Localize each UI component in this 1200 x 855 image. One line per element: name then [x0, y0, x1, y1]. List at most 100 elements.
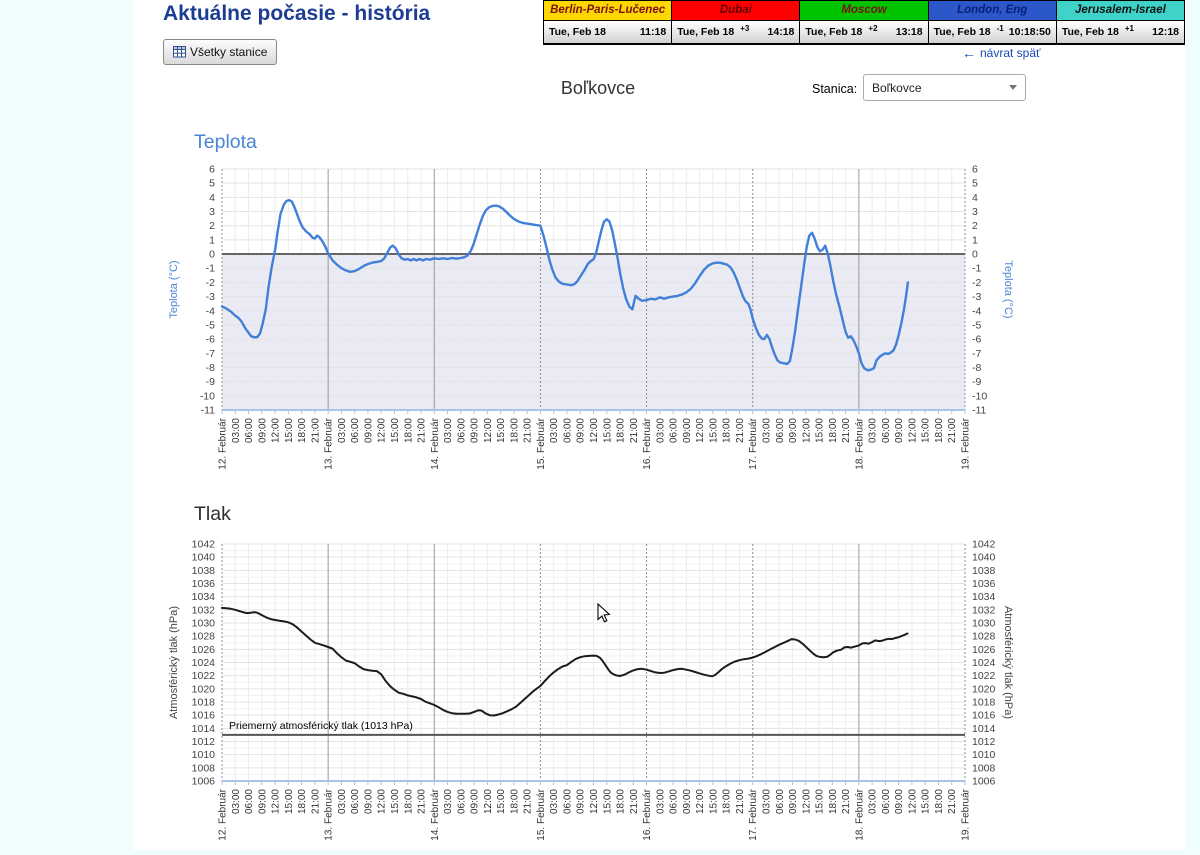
svg-text:21:00: 21:00 [947, 789, 958, 814]
svg-text:-8: -8 [972, 362, 981, 374]
svg-text:1010: 1010 [192, 749, 216, 761]
svg-text:09:00: 09:00 [788, 789, 799, 814]
svg-text:06:00: 06:00 [775, 418, 786, 443]
svg-text:03:00: 03:00 [231, 418, 242, 443]
svg-text:21:00: 21:00 [629, 418, 640, 443]
svg-text:-7: -7 [206, 348, 215, 360]
svg-text:1040: 1040 [972, 552, 996, 564]
back-link[interactable]: ← návrat späť [962, 46, 1041, 60]
svg-text:03:00: 03:00 [761, 789, 772, 814]
svg-text:09:00: 09:00 [788, 418, 799, 443]
clock-utc-offset: +1 [1124, 24, 1134, 33]
svg-text:06:00: 06:00 [669, 418, 680, 443]
page-content: Aktuálne počasie - história Berlin-Paris… [133, 0, 1186, 850]
svg-text:12:00: 12:00 [483, 789, 494, 814]
svg-text:18:00: 18:00 [616, 418, 627, 443]
svg-text:12:00: 12:00 [801, 789, 812, 814]
svg-text:15. Február: 15. Február [536, 417, 547, 469]
svg-text:09:00: 09:00 [257, 789, 268, 814]
svg-text:1006: 1006 [972, 776, 996, 788]
svg-text:15:00: 15:00 [708, 418, 719, 443]
svg-text:1008: 1008 [972, 762, 996, 774]
svg-text:13. Február: 13. Február [324, 788, 335, 840]
y-axis-title-left: Atmosférický tlak (hPa) [168, 606, 180, 719]
clock-time: 12:18 [1152, 26, 1180, 38]
svg-text:1032: 1032 [972, 604, 996, 616]
svg-text:-3: -3 [972, 291, 981, 303]
all-stations-button[interactable]: Všetky stanice [163, 39, 278, 65]
clock-date: Tue, Feb 18 [677, 26, 735, 38]
svg-text:2: 2 [972, 220, 978, 232]
svg-text:1032: 1032 [192, 604, 216, 616]
svg-text:18:00: 18:00 [403, 789, 414, 814]
svg-text:09:00: 09:00 [470, 789, 481, 814]
y-axis-title-right: Atmosférický tlak (hPa) [1002, 606, 1014, 719]
svg-text:1038: 1038 [972, 565, 996, 577]
svg-text:09:00: 09:00 [682, 789, 693, 814]
svg-text:15:00: 15:00 [708, 789, 719, 814]
svg-text:21:00: 21:00 [417, 418, 428, 443]
station-select[interactable]: Boľkovce [863, 74, 1026, 101]
pressure-line [221, 606, 909, 717]
clock-city: London, Eng [928, 1, 1056, 21]
svg-text:16. Február: 16. Február [642, 788, 653, 840]
svg-text:12. Február: 12. Február [218, 417, 229, 469]
svg-text:03:00: 03:00 [655, 418, 666, 443]
svg-text:17. Február: 17. Február [748, 788, 759, 840]
clock-time-row: Tue, Feb 18 +1 12:18 [1056, 21, 1185, 43]
svg-text:18:00: 18:00 [616, 789, 627, 814]
svg-text:03:00: 03:00 [549, 418, 560, 443]
svg-text:15:00: 15:00 [921, 418, 932, 443]
svg-text:0: 0 [972, 249, 978, 261]
svg-text:-5: -5 [206, 319, 215, 331]
svg-text:09:00: 09:00 [470, 418, 481, 443]
svg-text:1014: 1014 [972, 723, 996, 735]
clock-utc-offset: +3 [740, 24, 750, 33]
svg-text:1036: 1036 [192, 578, 216, 590]
svg-text:21:00: 21:00 [310, 418, 321, 443]
svg-text:21:00: 21:00 [523, 789, 534, 814]
clock-city: Berlin-Paris-Lučenec [544, 1, 672, 21]
all-stations-label: Všetky stanice [190, 45, 268, 59]
svg-text:15:00: 15:00 [815, 418, 826, 443]
svg-text:15:00: 15:00 [815, 789, 826, 814]
all-stations-grid-icon [173, 46, 186, 58]
svg-text:15:00: 15:00 [602, 789, 613, 814]
svg-text:21:00: 21:00 [310, 789, 321, 814]
svg-text:1040: 1040 [192, 552, 216, 564]
clock-time: 11:18 [639, 26, 667, 38]
svg-text:13. Február: 13. Február [324, 417, 335, 469]
svg-text:1026: 1026 [972, 644, 996, 656]
svg-text:09:00: 09:00 [682, 418, 693, 443]
svg-text:1008: 1008 [192, 762, 216, 774]
svg-text:17. Február: 17. Február [748, 417, 759, 469]
svg-text:03:00: 03:00 [231, 789, 242, 814]
clock-time: 10:18:50 [1008, 26, 1051, 38]
svg-text:6: 6 [972, 164, 978, 176]
svg-text:15:00: 15:00 [496, 789, 507, 814]
svg-text:18:00: 18:00 [722, 418, 733, 443]
temp-chart-svg: -11-10-9-8-7-6-5-4-3-2-10123456-11-10-9-… [168, 164, 1014, 470]
svg-text:12:00: 12:00 [907, 789, 918, 814]
svg-text:18:00: 18:00 [297, 789, 308, 814]
svg-text:03:00: 03:00 [337, 418, 348, 443]
svg-text:18:00: 18:00 [934, 418, 945, 443]
svg-text:-9: -9 [206, 376, 215, 388]
svg-text:15. Február: 15. Február [536, 788, 547, 840]
pres-chart-svg: 1006100810101012101410161018102010221024… [168, 539, 1014, 841]
svg-text:5: 5 [209, 178, 215, 190]
svg-text:03:00: 03:00 [443, 789, 454, 814]
pressure-chart-title: Tlak [194, 503, 231, 525]
svg-text:0: 0 [209, 249, 215, 261]
station-title: Boľkovce [560, 78, 636, 98]
svg-text:14. Február: 14. Február [430, 788, 441, 840]
svg-text:09:00: 09:00 [363, 789, 374, 814]
svg-text:06:00: 06:00 [881, 789, 892, 814]
svg-text:21:00: 21:00 [629, 789, 640, 814]
svg-text:09:00: 09:00 [576, 418, 587, 443]
svg-text:09:00: 09:00 [894, 789, 905, 814]
station-select-value: Boľkovce [872, 80, 922, 95]
svg-text:1034: 1034 [192, 591, 216, 603]
svg-text:-4: -4 [206, 305, 215, 317]
